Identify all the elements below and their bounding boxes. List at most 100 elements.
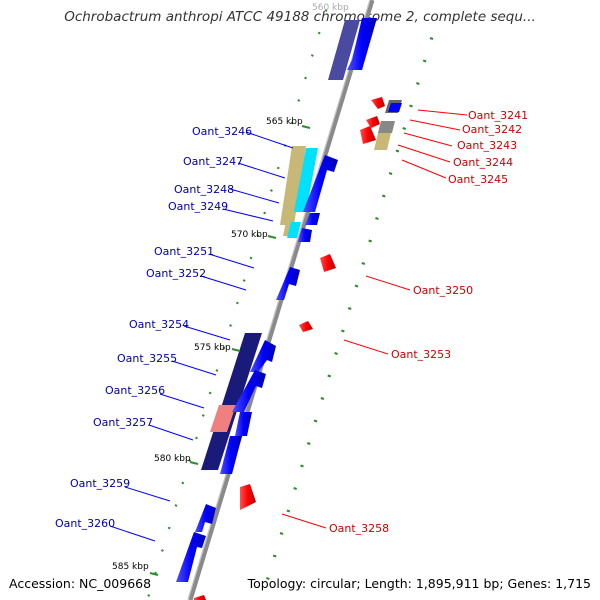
map-title: Ochrobactrum anthropi ATCC 49188 chromos… — [64, 9, 536, 25]
scale-tick — [215, 369, 219, 372]
gene-label-oant-3255[interactable]: Oant_3255 — [117, 352, 177, 365]
operon-box-dark-3254 — [201, 333, 262, 470]
gene-label-oant-3256[interactable]: Oant_3256 — [105, 384, 165, 397]
kbp-label-575: 575 kbp — [194, 343, 231, 353]
gene-label-oant-3245[interactable]: Oant_3245 — [448, 173, 508, 186]
kbp-label-565: 565 kbp — [266, 117, 303, 127]
gene-arrow-top — [347, 18, 377, 70]
scale-tick — [354, 284, 359, 288]
scale-tick — [263, 211, 267, 215]
gene-label-oant-3249[interactable]: Oant_3249 — [168, 200, 228, 213]
gene-label-oant-3250[interactable]: Oant_3250 — [413, 284, 473, 297]
scale-tick — [256, 234, 260, 237]
gene-label-oant-3253[interactable]: Oant_3253 — [391, 348, 451, 361]
gene-arrow-oant-3248 — [305, 213, 320, 225]
gene-label-oant-3258[interactable]: Oant_3258 — [329, 522, 389, 535]
kbp-label-560: 560 kbp — [312, 3, 349, 13]
gene-arrow-oant-3249 — [298, 228, 312, 242]
scale-tick — [167, 526, 171, 530]
scale-tick — [272, 554, 277, 558]
scale-tick — [304, 76, 307, 80]
scale-tick — [270, 189, 273, 192]
gene-label-oant-3244[interactable]: Oant_3244 — [453, 156, 513, 169]
scale-tick — [320, 397, 325, 400]
gene-label-oant-3246[interactable]: Oant_3246 — [192, 125, 252, 138]
scale-tick — [290, 121, 294, 125]
scale-tick — [327, 374, 332, 378]
gene-label-oant-3254[interactable]: Oant_3254 — [129, 318, 189, 331]
scale-tick — [347, 307, 352, 310]
topology-summary-text: Topology: circular; Length: 1,895,911 bp… — [247, 576, 591, 591]
reverse-gene-labels: Oant_3241 Oant_3242 Oant_3243 Oant_3244 … — [329, 109, 528, 535]
operon-box-gray-3243 — [378, 121, 395, 133]
scale-tick — [222, 346, 226, 350]
reverse-strand-genes — [194, 97, 385, 600]
accession-text: Accession: NC_009668 — [9, 576, 152, 591]
gene-arrow-bottom — [176, 532, 206, 582]
scale-tick — [235, 301, 239, 305]
scale-tick — [181, 481, 185, 485]
scale-tick — [188, 459, 192, 462]
gene-label-oant-3242[interactable]: Oant_3242 — [462, 123, 522, 136]
gene-arrow-3241-fwd — [388, 103, 402, 112]
gene-arrow-oant-3256 — [232, 370, 266, 412]
scale-tick — [160, 549, 164, 552]
gene-label-oant-3251[interactable]: Oant_3251 — [154, 245, 214, 258]
gene-label-oant-3260[interactable]: Oant_3260 — [55, 517, 115, 530]
scale-tick — [375, 217, 379, 220]
operon-box-top — [328, 20, 360, 80]
scale-tick — [409, 104, 413, 108]
gene-arrow-oant-3253 — [299, 321, 313, 332]
kbp-label-585: 585 kbp — [112, 562, 149, 572]
scale-tick — [201, 414, 205, 417]
gene-arrow-oant-3252 — [276, 267, 300, 300]
gene-arrow-oant-3255 — [250, 340, 276, 372]
gene-arrow-oant-3243 — [360, 126, 376, 144]
scale-tick — [324, 9, 328, 12]
scale-tick — [242, 279, 246, 282]
scale-tick — [368, 239, 372, 243]
operon-box-khaki-3244 — [374, 133, 391, 150]
kbp-label-580: 580 kbp — [154, 454, 191, 464]
scale-ticks — [147, 9, 434, 597]
operon-box-cyan-3247 — [294, 148, 318, 212]
operon-box-pink-3256 — [210, 405, 236, 432]
gene-arrow-oant-3260 — [195, 504, 216, 532]
gene-label-oant-3259[interactable]: Oant_3259 — [70, 477, 130, 490]
scale-tick — [174, 504, 178, 507]
scale-tick — [388, 172, 393, 175]
gene-arrow-oant-3247 — [303, 155, 338, 212]
operon-box-khaki-3247 — [280, 146, 306, 225]
gene-arrow-bottom-red — [194, 595, 206, 600]
gene-label-oant-3241[interactable]: Oant_3241 — [468, 109, 528, 122]
scale-tick — [154, 571, 158, 575]
scale-tick — [249, 256, 253, 260]
forward-strand-genes — [176, 18, 402, 582]
gene-label-oant-3257[interactable]: Oant_3257 — [93, 416, 153, 429]
scale-tick — [266, 577, 270, 580]
scale-tick — [381, 194, 386, 198]
label-leader-lines — [109, 109, 468, 542]
gene-label-oant-3252[interactable]: Oant_3252 — [146, 267, 206, 280]
gene-arrow-oant-3258 — [240, 484, 256, 510]
scale-tick — [416, 82, 420, 85]
gene-arrow-oant-3257b — [220, 436, 242, 474]
scale-tick — [341, 329, 345, 333]
scale-tick — [317, 31, 321, 35]
kbp-label-570: 570 kbp — [231, 230, 268, 240]
feature-boxes — [201, 20, 402, 470]
scale-tick — [229, 324, 233, 327]
scale-tick — [147, 594, 151, 597]
gene-arrow-oant-3250 — [320, 254, 336, 272]
gene-label-oant-3247[interactable]: Oant_3247 — [183, 155, 243, 168]
scale-tick — [334, 352, 338, 355]
scale-tick — [395, 149, 400, 153]
gene-label-oant-3243[interactable]: Oant_3243 — [457, 139, 517, 152]
gene-arrow-oant-3257a — [235, 412, 252, 436]
gene-label-oant-3248[interactable]: Oant_3248 — [174, 183, 234, 196]
scale-tick — [297, 99, 301, 102]
gene-arrow-oant-3241 — [371, 97, 385, 109]
scale-tick — [313, 419, 318, 423]
